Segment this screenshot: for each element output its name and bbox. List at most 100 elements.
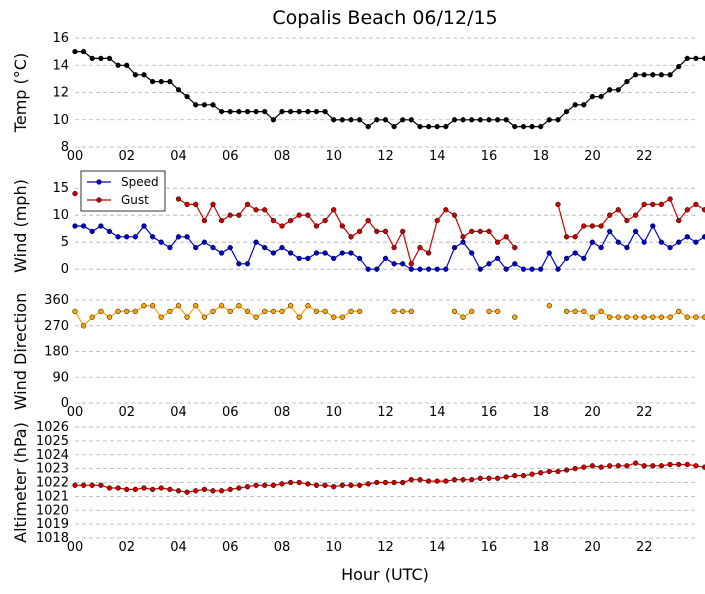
x-axis-label: Hour (UTC) [341,565,429,584]
x-tick-label: 22 [636,149,653,164]
data-point [667,314,673,320]
data-point [167,78,173,85]
y-tick-label: 16 [52,31,69,46]
x-tick-label: 20 [584,540,601,555]
y-tick-label: 0 [61,262,69,277]
x-tick-label: 04 [170,405,187,420]
data-point [658,463,665,469]
data-point [149,486,156,493]
data-point [296,108,302,115]
data-point [460,314,466,320]
data-point [520,472,527,479]
data-point [624,314,630,320]
data-point [175,303,182,309]
series-line [75,51,705,128]
series-line [75,224,705,271]
data-point [486,228,492,235]
x-tick-label: 20 [584,405,601,420]
data-point [451,117,458,123]
data-point [210,102,216,108]
data-point [244,484,251,490]
data-point [270,308,277,315]
data-point [331,255,337,262]
data-point [400,228,406,235]
y-tick-label: 180 [44,345,69,360]
data-point [124,62,130,68]
data-point [443,207,449,213]
x-tick-label: 00 [67,540,84,555]
y-tick-label: 0 [61,396,69,411]
y-axis-label: Altimeter (hPa) [11,422,30,543]
data-point [149,78,156,85]
data-point [512,472,518,479]
data-point [158,78,164,85]
data-point [339,117,345,123]
data-point [236,303,242,309]
data-point [451,212,458,218]
data-point [253,108,259,115]
data-point [434,266,440,272]
data-point [313,482,320,488]
data-point [615,463,621,469]
data-point [555,266,561,272]
data-point [227,486,233,493]
data-point [408,266,414,272]
data-point [589,239,596,245]
data-point [667,196,673,202]
data-point [210,308,216,315]
data-point [503,474,509,480]
data-point [193,303,199,309]
data-point [607,228,613,235]
x-tick-label: 06 [222,149,239,164]
data-point [391,244,397,251]
data-point [227,244,233,251]
data-point [572,102,578,108]
data-point [529,471,535,477]
data-point [279,223,285,229]
data-point [546,468,552,475]
data-point [632,212,639,218]
legend: Speed Gust [80,170,166,212]
data-point [106,55,113,62]
data-point [529,266,535,272]
data-point [374,479,380,486]
y-tick-label: 10 [52,113,69,128]
data-point [158,485,164,491]
data-point [460,477,466,483]
data-point [667,72,673,78]
x-tick-label: 06 [222,405,239,420]
data-point [469,228,475,235]
data-point [667,461,673,468]
data-point [331,484,337,490]
data-point [193,488,199,494]
data-point [451,308,458,315]
data-point [650,463,656,469]
data-point [98,308,104,315]
data-point [624,244,630,251]
x-tick-label: 18 [532,405,549,420]
data-point [279,244,285,251]
data-point [477,117,483,123]
y-tick-label: 5 [61,235,69,250]
x-tick-label: 02 [118,405,135,420]
data-point [72,48,78,55]
data-point [339,223,345,229]
data-point [80,323,87,329]
data-point [512,314,518,320]
data-point [563,108,570,115]
data-point [201,102,208,108]
data-point [417,244,423,251]
data-point [89,482,95,488]
x-tick-label: 22 [636,540,653,555]
data-point [400,261,406,267]
data-point [331,117,337,123]
data-point [408,308,414,315]
data-point [287,250,294,256]
data-point [676,217,682,224]
y-tick-label: 90 [52,370,69,385]
data-point [408,261,414,267]
data-point [650,314,656,320]
data-point [374,266,380,272]
data-point [520,266,527,272]
x-tick-label: 08 [274,149,291,164]
